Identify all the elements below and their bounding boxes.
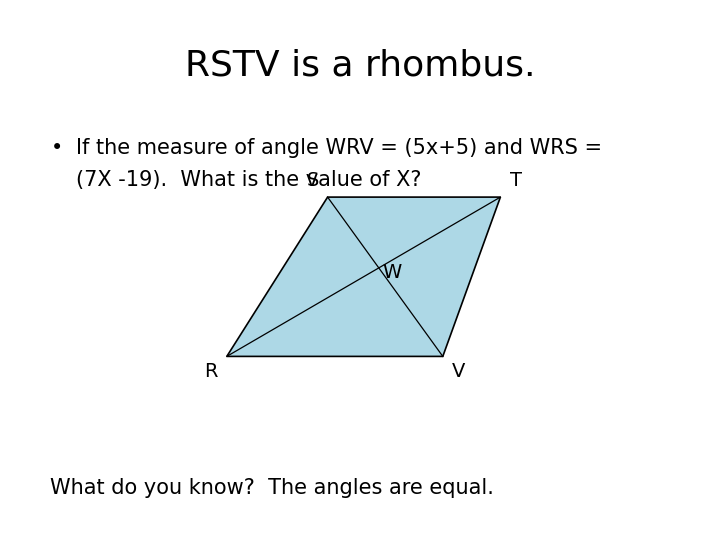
Polygon shape bbox=[227, 197, 500, 356]
Text: If the measure of angle WRV = (5x+5) and WRS =: If the measure of angle WRV = (5x+5) and… bbox=[76, 138, 602, 158]
Text: W: W bbox=[382, 263, 401, 282]
Text: T: T bbox=[510, 171, 522, 191]
Text: RSTV is a rhombus.: RSTV is a rhombus. bbox=[185, 49, 535, 83]
Text: What do you know?  The angles are equal.: What do you know? The angles are equal. bbox=[50, 478, 494, 498]
Text: V: V bbox=[452, 362, 465, 381]
Text: R: R bbox=[204, 362, 217, 381]
Text: •: • bbox=[50, 138, 63, 158]
Text: S: S bbox=[307, 171, 320, 191]
Text: (7X -19).  What is the value of X?: (7X -19). What is the value of X? bbox=[76, 170, 421, 190]
